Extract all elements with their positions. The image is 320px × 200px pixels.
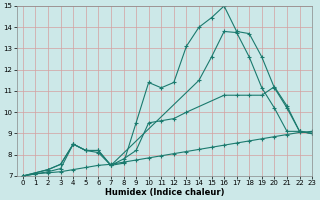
X-axis label: Humidex (Indice chaleur): Humidex (Indice chaleur): [105, 188, 224, 197]
